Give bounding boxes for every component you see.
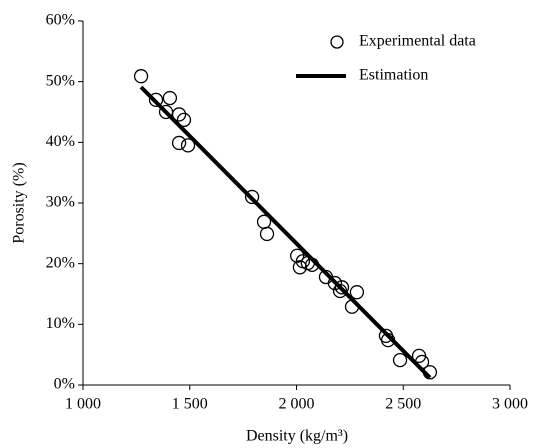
x-tick-label: 1 500 — [172, 396, 208, 413]
data-point — [327, 275, 343, 291]
estimation-line — [139, 85, 432, 380]
data-point — [349, 285, 365, 300]
x-tick-label: 2 000 — [279, 396, 315, 413]
data-point — [289, 248, 305, 263]
y-tick-label: 20% — [46, 254, 75, 271]
legend-label: Experimental data — [359, 33, 476, 50]
data-point — [176, 112, 192, 128]
y-axis-title: Porosity (%) — [11, 162, 28, 243]
x-tick-label: 3 000 — [492, 396, 528, 413]
legend-label: Estimation — [359, 67, 428, 84]
data-point — [171, 107, 187, 122]
x-axis-title: Density (kg/m³) — [246, 428, 348, 445]
data-point — [259, 226, 275, 242]
y-tick-label: 10% — [46, 315, 75, 332]
data-point — [180, 138, 196, 153]
legend-marker — [330, 35, 344, 49]
y-tick-label: 50% — [46, 72, 75, 89]
x-tick-label: 1 000 — [65, 396, 101, 413]
data-point — [133, 69, 149, 84]
x-tick-label: 2 500 — [385, 396, 421, 413]
data-point — [392, 352, 408, 368]
data-point — [148, 92, 164, 108]
y-tick-label: 40% — [46, 133, 75, 150]
data-point — [244, 189, 260, 205]
data-point — [334, 280, 350, 295]
data-point — [171, 135, 187, 151]
y-tick-label: 30% — [46, 194, 75, 211]
y-tick-label: 60% — [46, 12, 75, 29]
y-tick-label: 0% — [54, 376, 75, 393]
data-point — [162, 90, 178, 106]
